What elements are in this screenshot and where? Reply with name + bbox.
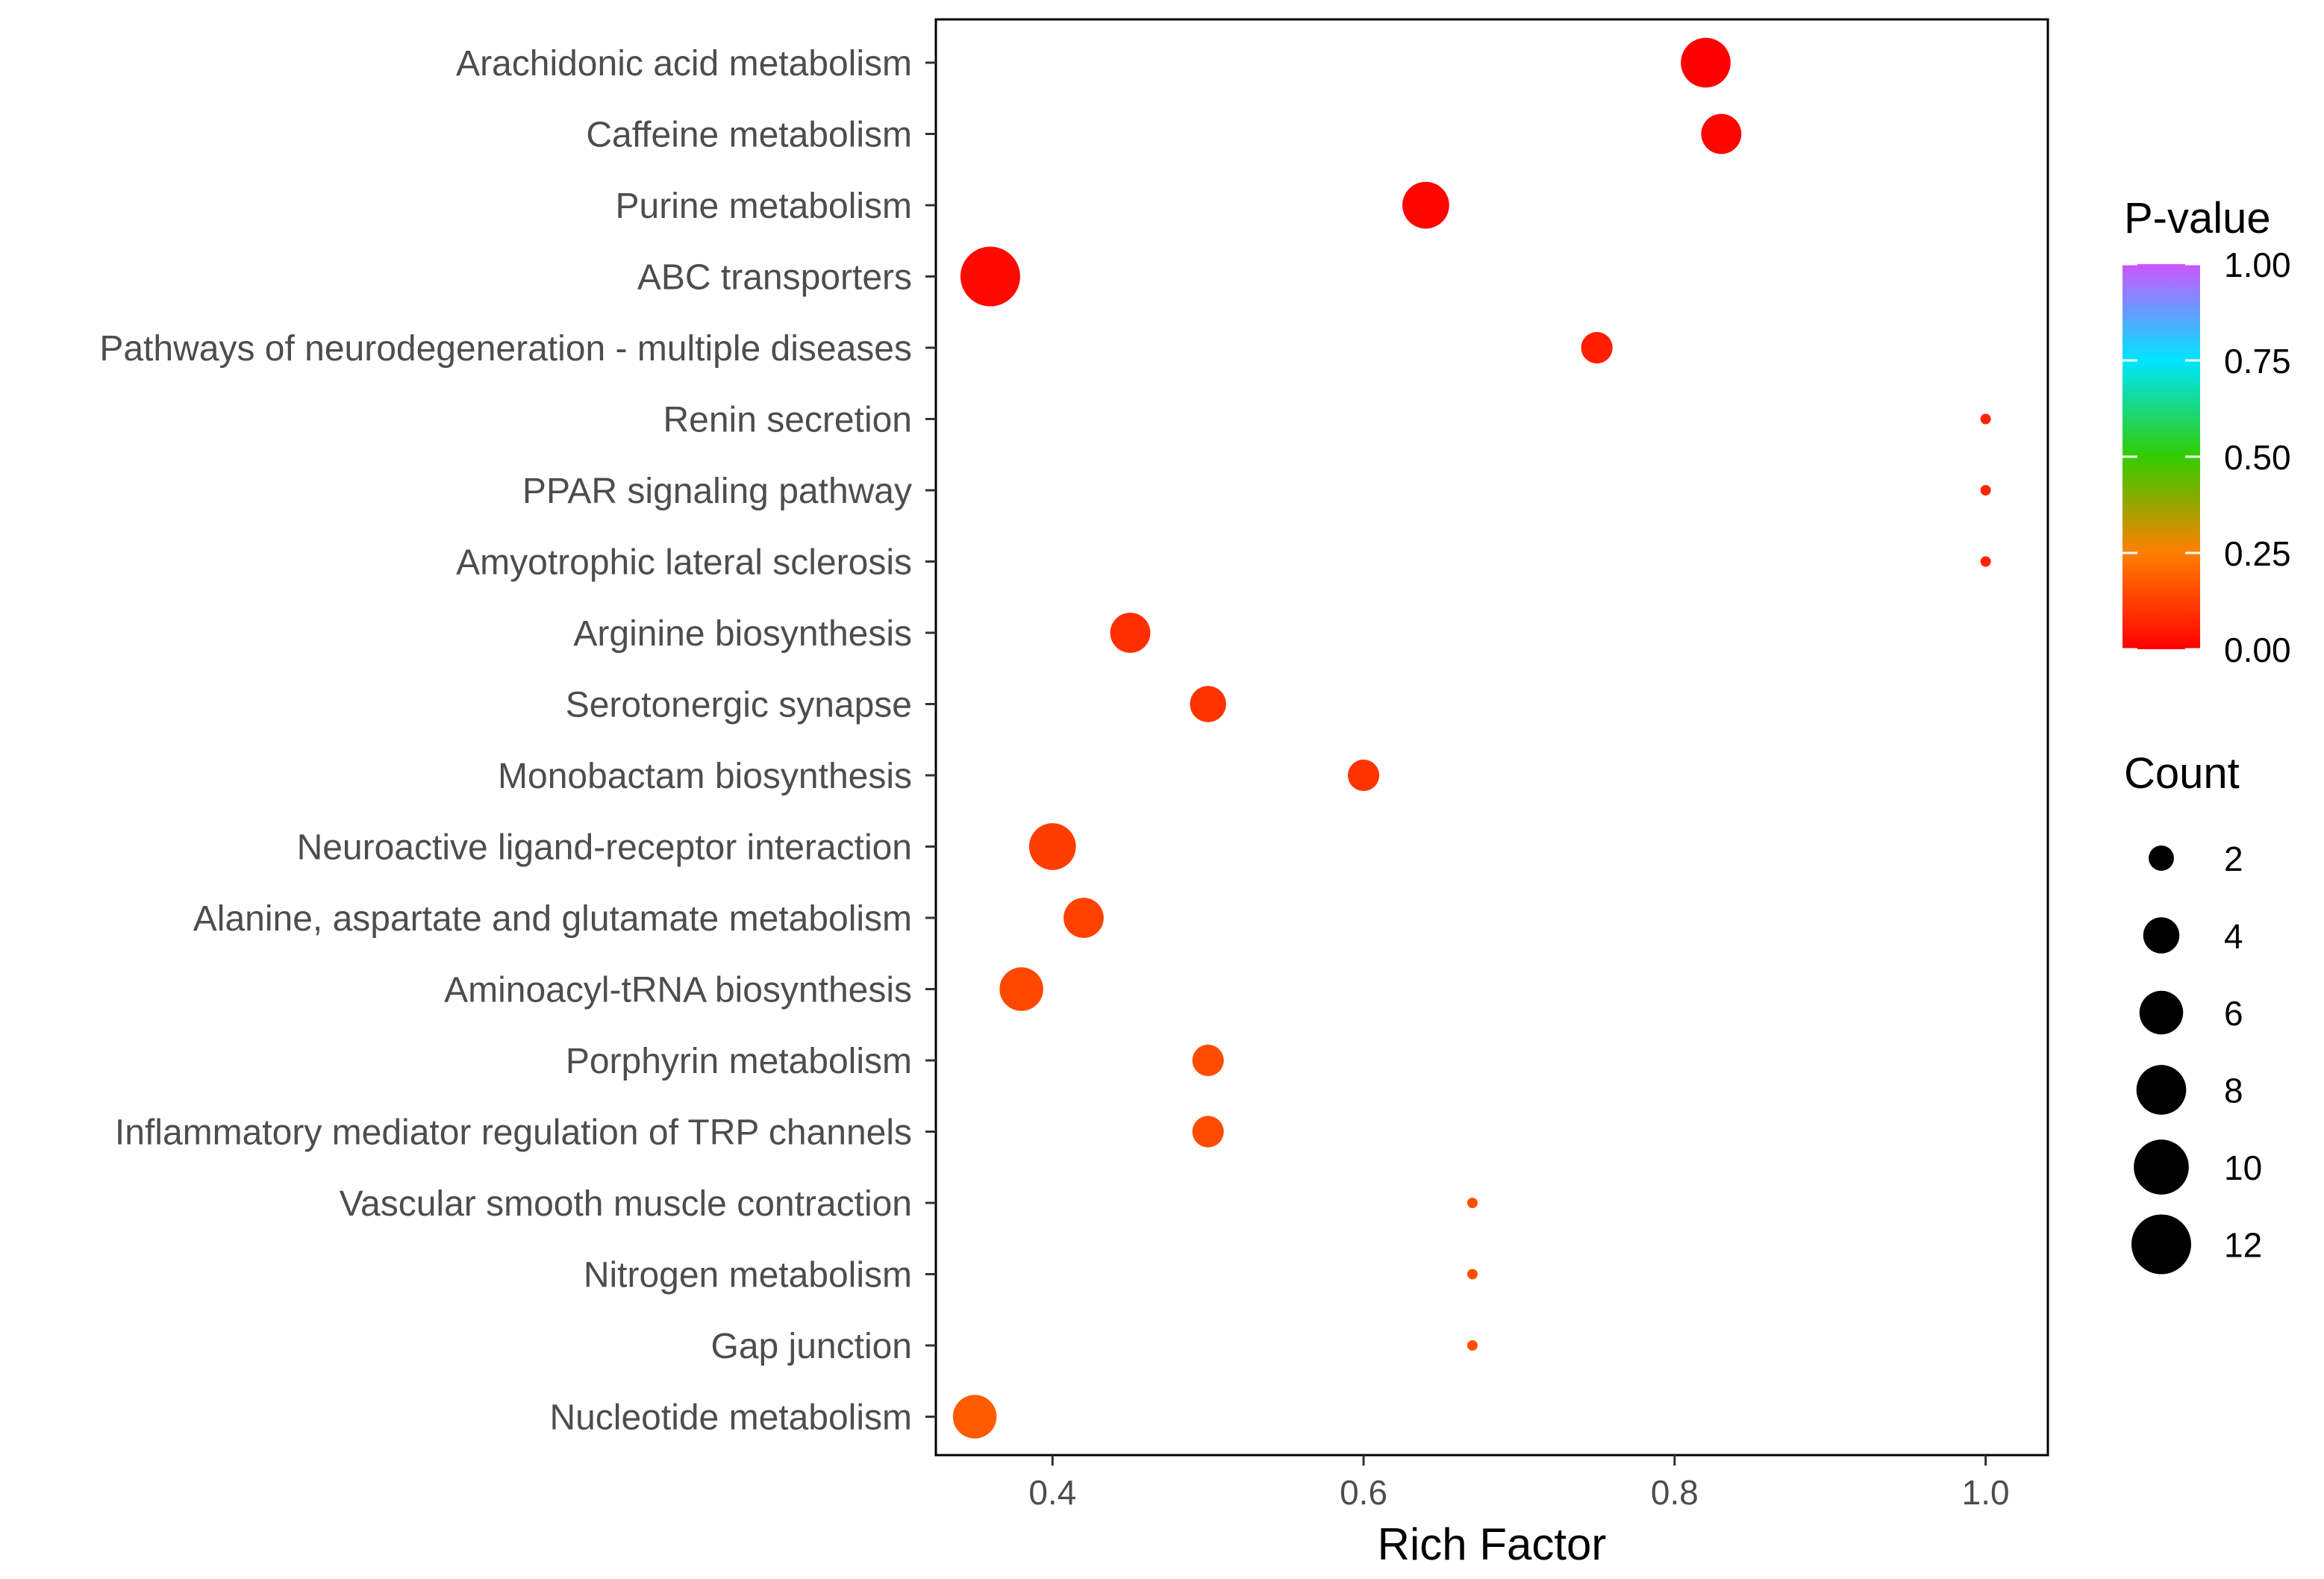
size-key-dot <box>2149 845 2174 871</box>
size-key-label: 6 <box>2224 994 2243 1033</box>
y-tick-label: Gap junction <box>710 1327 912 1366</box>
y-tick-label: Neuroactive ligand-receptor interaction <box>297 828 912 868</box>
data-points <box>952 37 1991 1439</box>
y-tick-label: Aminoacyl-tRNA biosynthesis <box>444 971 912 1010</box>
size-key-dot <box>2134 1139 2189 1195</box>
size-key-label: 8 <box>2224 1072 2243 1110</box>
color-tick-label: 0.00 <box>2224 631 2291 669</box>
y-tick-label: Monobactam biosynthesis <box>498 757 912 796</box>
y-tick-label: Arginine biosynthesis <box>573 614 912 654</box>
y-tick-label: Renin secretion <box>663 401 912 440</box>
x-tick-label: 1.0 <box>1962 1473 2010 1512</box>
count-legend-title: Count <box>2124 749 2240 798</box>
y-tick-label: ABC transporters <box>637 258 912 298</box>
y-tick-label: Vascular smooth muscle contraction <box>340 1184 912 1224</box>
y-tick-label: Inflammatory mediator regulation of TRP … <box>115 1113 912 1153</box>
y-tick-label: Nucleotide metabolism <box>549 1398 912 1438</box>
data-point <box>952 1395 997 1439</box>
count-legend-keys: 2 4 6 8 10 12 <box>2131 839 2262 1275</box>
y-tick-label: Caffeine metabolism <box>586 116 912 155</box>
y-tick-label: Alanine, aspartate and glutamate metabol… <box>193 899 912 939</box>
data-point <box>1110 613 1151 653</box>
data-point <box>1466 1340 1478 1351</box>
y-tick-label: PPAR signaling pathway <box>522 472 912 511</box>
p-value-legend-title: P-value <box>2124 194 2271 243</box>
data-point <box>1980 485 1991 495</box>
size-key-label: 2 <box>2224 839 2243 878</box>
p-value-legend: P-value 1.00 0.75 0.50 0.25 0.00 <box>2122 194 2291 669</box>
size-key-label: 10 <box>2224 1148 2262 1187</box>
data-point <box>1980 413 1991 425</box>
y-tick-label: Serotonergic synapse <box>566 686 912 725</box>
y-tick-label: Purine metabolism <box>616 187 913 226</box>
data-point <box>1466 1269 1478 1280</box>
x-axis-title: Rich Factor <box>1378 1519 1607 1569</box>
data-point <box>1466 1198 1478 1208</box>
y-tick-label: Pathways of neurodegeneration - multiple… <box>99 329 912 369</box>
y-tick-label: Nitrogen metabolism <box>584 1256 912 1295</box>
size-key-dot <box>2143 917 2180 954</box>
size-key-label: 12 <box>2224 1226 2262 1265</box>
data-point <box>1701 113 1742 154</box>
x-tick-label: 0.8 <box>1651 1473 1699 1512</box>
data-point <box>1402 181 1449 229</box>
count-legend: Count 2 4 6 8 10 12 <box>2124 749 2262 1275</box>
x-axis: 0.4 0.6 0.8 1.0 <box>1028 1455 2010 1512</box>
data-point <box>1192 1044 1224 1077</box>
size-key-dot <box>2139 990 2184 1035</box>
y-tick-label: Porphyrin metabolism <box>566 1042 912 1081</box>
color-tick-label: 0.50 <box>2224 438 2291 477</box>
data-point <box>1063 898 1104 938</box>
data-point <box>1192 1116 1224 1148</box>
y-axis: Arachidonic acid metabolism Caffeine meta… <box>99 44 936 1438</box>
size-key-dot <box>2136 1065 2187 1115</box>
color-tick-label: 0.75 <box>2224 342 2291 381</box>
color-tick-label: 0.25 <box>2224 534 2291 573</box>
size-key-label: 4 <box>2224 917 2243 956</box>
data-point <box>999 967 1043 1011</box>
color-tick-label: 1.00 <box>2224 246 2291 284</box>
data-point <box>960 246 1020 307</box>
y-tick-label: Arachidonic acid metabolism <box>456 44 912 84</box>
data-point <box>1348 759 1380 792</box>
data-point <box>1190 686 1226 722</box>
p-value-legend-ticks: 1.00 0.75 0.50 0.25 0.00 <box>2122 246 2291 669</box>
y-tick-label: Amyotrophic lateral sclerosis <box>456 543 912 583</box>
data-point <box>1681 37 1731 88</box>
data-point <box>1581 331 1613 364</box>
size-key-dot <box>2131 1214 2191 1275</box>
data-point <box>1980 556 1991 567</box>
plot-panel <box>934 18 2049 1457</box>
x-tick-label: 0.6 <box>1340 1473 1387 1512</box>
data-point <box>1028 823 1076 870</box>
x-tick-label: 0.4 <box>1028 1473 1076 1512</box>
